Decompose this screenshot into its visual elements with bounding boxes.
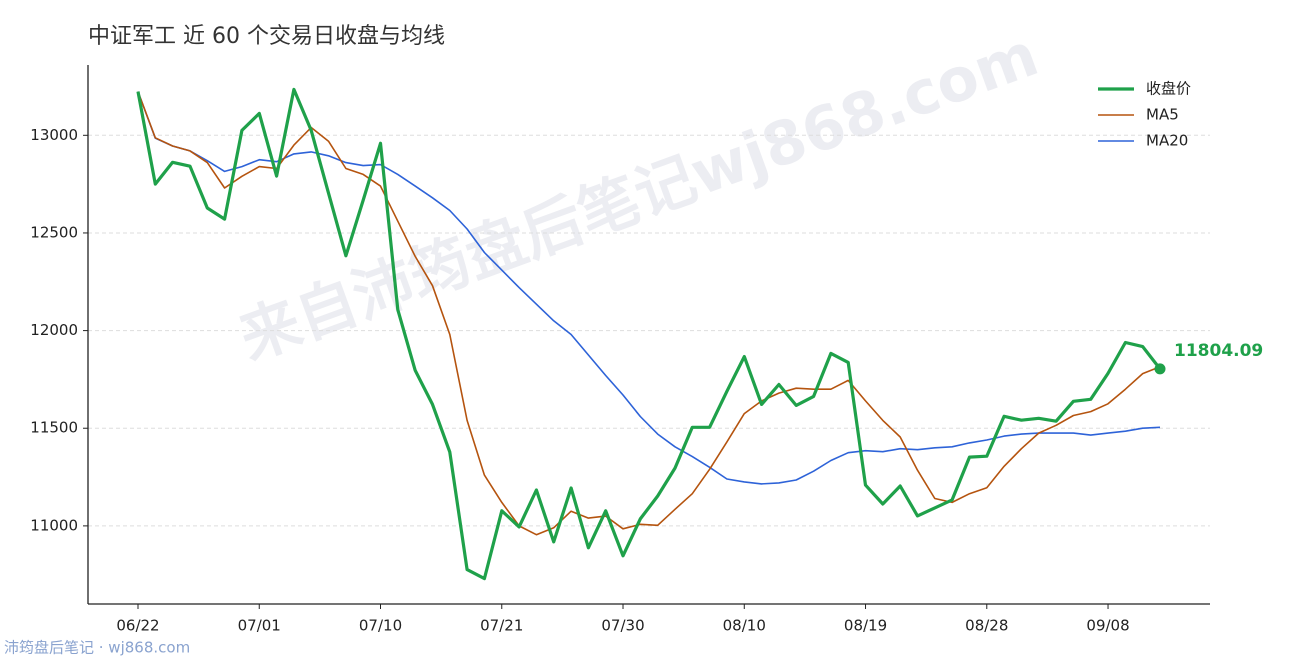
y-tick-label: 13000: [30, 126, 78, 144]
x-tick-label: 06/22: [116, 617, 159, 635]
x-tick-label: 07/30: [601, 617, 644, 635]
end-point: [1154, 363, 1166, 375]
legend-label: 收盘价: [1146, 80, 1191, 98]
y-tick-label: 11500: [30, 419, 78, 437]
x-tick-label: 07/10: [359, 617, 402, 635]
x-tick-label: 08/19: [844, 617, 887, 635]
value-label: 11804.09: [1174, 341, 1263, 361]
y-tick-label: 12000: [30, 321, 78, 339]
y-tick-label: 12500: [30, 223, 78, 241]
x-tick-label: 08/10: [723, 617, 766, 635]
x-tick-label: 07/01: [238, 617, 281, 635]
legend-label: MA5: [1146, 106, 1179, 124]
legend-label: MA20: [1146, 132, 1188, 150]
chart-title: 中证军工 近 60 个交易日收盘与均线: [88, 24, 445, 49]
series-line: [137, 91, 1161, 485]
watermark: 来自沛筠盘后笔记wj868.com: [231, 20, 1047, 374]
x-tick-label: 08/28: [965, 617, 1008, 635]
footer: 沛筠盘后笔记 · wj868.com: [4, 639, 190, 657]
x-tick-label: 09/08: [1086, 617, 1129, 635]
series-line: [136, 87, 1162, 581]
y-tick-label: 11000: [30, 516, 78, 534]
x-tick-label: 07/21: [480, 617, 523, 635]
series-line: [137, 91, 1161, 536]
